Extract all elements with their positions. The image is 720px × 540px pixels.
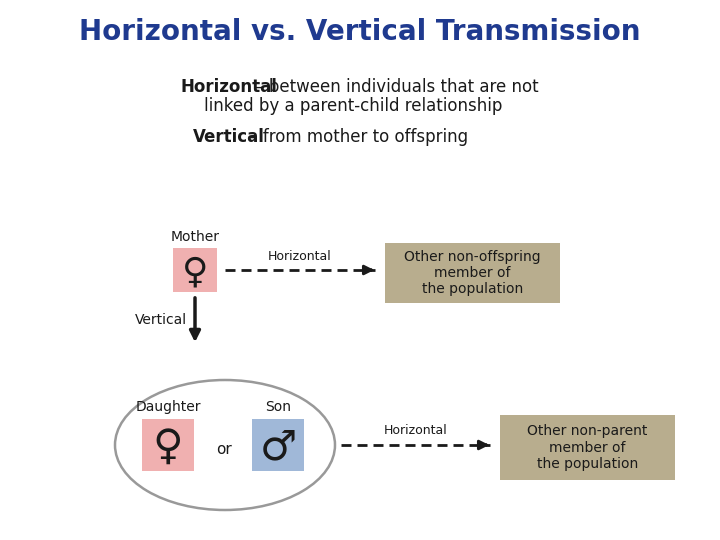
Text: Horizontal vs. Vertical Transmission: Horizontal vs. Vertical Transmission <box>79 18 641 46</box>
FancyBboxPatch shape <box>500 415 675 480</box>
Text: Other non-offspring
member of
the population: Other non-offspring member of the popula… <box>404 250 541 296</box>
Text: – between individuals that are not: – between individuals that are not <box>250 78 539 96</box>
FancyBboxPatch shape <box>142 419 194 471</box>
Text: linked by a parent-child relationship: linked by a parent-child relationship <box>204 97 503 115</box>
FancyBboxPatch shape <box>173 248 217 292</box>
Text: Vertical: Vertical <box>135 313 187 327</box>
FancyBboxPatch shape <box>385 243 560 303</box>
Text: Daughter: Daughter <box>135 400 201 414</box>
Text: ♀: ♀ <box>153 426 184 468</box>
Text: Horizontal: Horizontal <box>384 424 447 437</box>
Text: Horizontal: Horizontal <box>268 249 332 262</box>
Text: ♀: ♀ <box>181 255 208 289</box>
Text: Other non-parent
member of
the population: Other non-parent member of the populatio… <box>527 424 648 471</box>
Text: Vertical: Vertical <box>193 128 265 146</box>
Text: Son: Son <box>265 400 291 414</box>
Text: Horizontal: Horizontal <box>180 78 277 96</box>
Text: – from mother to offspring: – from mother to offspring <box>244 128 468 146</box>
Text: or: or <box>216 442 232 456</box>
FancyBboxPatch shape <box>252 419 304 471</box>
Text: Mother: Mother <box>171 230 220 244</box>
Text: ♂: ♂ <box>259 426 297 468</box>
